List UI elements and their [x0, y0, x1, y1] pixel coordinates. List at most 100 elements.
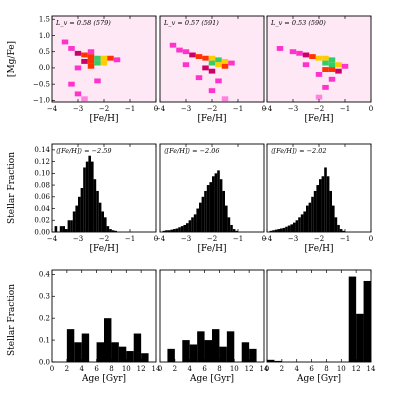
bar: [316, 185, 319, 232]
heatmap-cell: [302, 52, 310, 58]
x-tick-label: 0: [154, 105, 158, 113]
panel-middle-center: −4 −3 −2 −1 0 [Fe/H] ⟨[Fe/H]⟩ = −2.06: [155, 143, 266, 254]
heatmap-cell: [309, 54, 316, 59]
x-tick-label: 2: [173, 365, 177, 373]
bar: [326, 176, 330, 232]
heatmap-cell: [81, 52, 88, 58]
row1-ylabel: [Mg/Fe]: [7, 41, 17, 77]
x-tick-label: 0: [369, 105, 373, 113]
y-tick-label: 0.4: [39, 271, 51, 279]
heatmap-cell: [328, 67, 336, 72]
bar: [186, 223, 189, 232]
bar: [332, 205, 335, 232]
bar: [101, 211, 104, 232]
row2-ylabel: Stellar Fraction: [7, 152, 17, 224]
heatmap-cell: [276, 46, 284, 51]
bar: [287, 225, 291, 232]
bar: [230, 224, 233, 232]
x-tick-label: −1: [233, 235, 243, 243]
heatmap-cell: [215, 62, 222, 68]
bar: [133, 333, 142, 362]
x-tick-label: −3: [73, 235, 83, 243]
bar: [274, 229, 278, 232]
panel-top-right: −4 −3 −2 −1 0 [Fe/H] L_v = 0.53 (590): [262, 15, 373, 124]
bar: [93, 179, 97, 232]
heatmap-cell: [94, 60, 101, 66]
y-tick-label: 0.0: [39, 358, 50, 366]
y-tick-label: 0.00: [34, 228, 50, 236]
x-tick-label: 14: [260, 365, 269, 373]
panel-frame: [51, 269, 157, 363]
bar: [306, 205, 309, 232]
heatmap-cell: [87, 54, 95, 59]
x-tick-label: −2: [207, 235, 217, 243]
x-tick-label: −1: [125, 105, 135, 113]
bar: [212, 329, 220, 362]
x-tick-label: −4: [262, 235, 273, 243]
heatmap-cell: [74, 50, 82, 56]
bar: [85, 161, 89, 232]
bar: [111, 342, 119, 362]
x-tick-label: 0: [154, 235, 158, 243]
heatmap-cell: [189, 52, 196, 58]
heatmap-cell: [315, 94, 323, 100]
heatmap-cell: [176, 47, 183, 53]
panel-bottom-right: 0 2 4 6 8 10 12 14 Age [Gyr]: [265, 269, 376, 384]
heatmap-cell: [100, 60, 108, 66]
bar: [308, 202, 312, 232]
y-tick-label: −1.0: [33, 97, 50, 105]
x-axis-label: Age [Gyr]: [189, 374, 234, 384]
heatmap-cell: [68, 46, 75, 51]
panel-annotation: ⟨[Fe/H]⟩ = −2.06: [164, 147, 220, 155]
heatmap-cell: [215, 57, 222, 63]
x-axis-label: [Fe/H]: [305, 114, 334, 124]
y-tick-label: 0.1: [39, 336, 50, 344]
x-tick-label: 14: [152, 365, 161, 373]
x-tick-label: 10: [230, 365, 239, 373]
bar: [59, 226, 63, 232]
heatmap-cell: [100, 55, 108, 61]
bar: [226, 331, 235, 362]
panel-bottom-center: 0 2 4 6 8 10 12 14 Age [Gyr]: [158, 269, 269, 384]
y-tick-label: 0.10: [34, 170, 50, 178]
bar: [348, 276, 357, 362]
x-tick-label: 8: [109, 365, 113, 373]
heatmap-cell: [74, 65, 82, 71]
x-tick-label: −4: [47, 105, 58, 113]
bar: [80, 188, 84, 232]
bar: [232, 229, 236, 232]
x-tick-label: −2: [207, 105, 217, 113]
bar: [282, 227, 286, 232]
bar: [141, 353, 149, 362]
x-tick-label: −3: [288, 235, 298, 243]
bar: [91, 161, 94, 232]
bar: [197, 331, 205, 362]
bar: [337, 224, 340, 232]
bar: [104, 217, 107, 232]
y-tick-label: 1.0: [39, 32, 50, 40]
x-tick-label: 6: [94, 365, 99, 373]
bar: [106, 226, 110, 232]
x-axis-label: [Fe/H]: [198, 114, 227, 124]
heatmap-cell: [328, 76, 336, 82]
bar: [83, 167, 86, 232]
x-tick-label: −1: [125, 235, 135, 243]
bar: [175, 228, 179, 232]
panel-bottom-left: 0 2 4 6 8 10 12 14 0.0 0.1 0.2 0.3 0.4 Age [Gyr]: [39, 269, 161, 384]
heatmap-cell: [87, 49, 95, 55]
bar: [269, 230, 273, 232]
panel-top-left: −4 −3 −2 −1 0 1.5 1.0 0.5 0.0 −0.5 −1.0 [Fe/H] L_v =…: [33, 16, 158, 124]
heatmap-cell: [182, 49, 190, 55]
heatmap-cell: [289, 49, 297, 55]
x-tick-label: 12: [137, 365, 146, 373]
bar: [96, 190, 99, 232]
heatmap-cell: [81, 59, 88, 64]
heatmap-cell: [215, 78, 222, 84]
bar: [75, 205, 78, 232]
heatmap-cell: [195, 54, 203, 59]
x-tick-label: 0: [158, 365, 162, 373]
x-axis-label: [Fe/H]: [305, 244, 334, 254]
bar: [311, 196, 314, 232]
y-tick-label: 0.3: [39, 293, 50, 301]
panel-annotation: L_v = 0.57 (591): [163, 19, 219, 27]
